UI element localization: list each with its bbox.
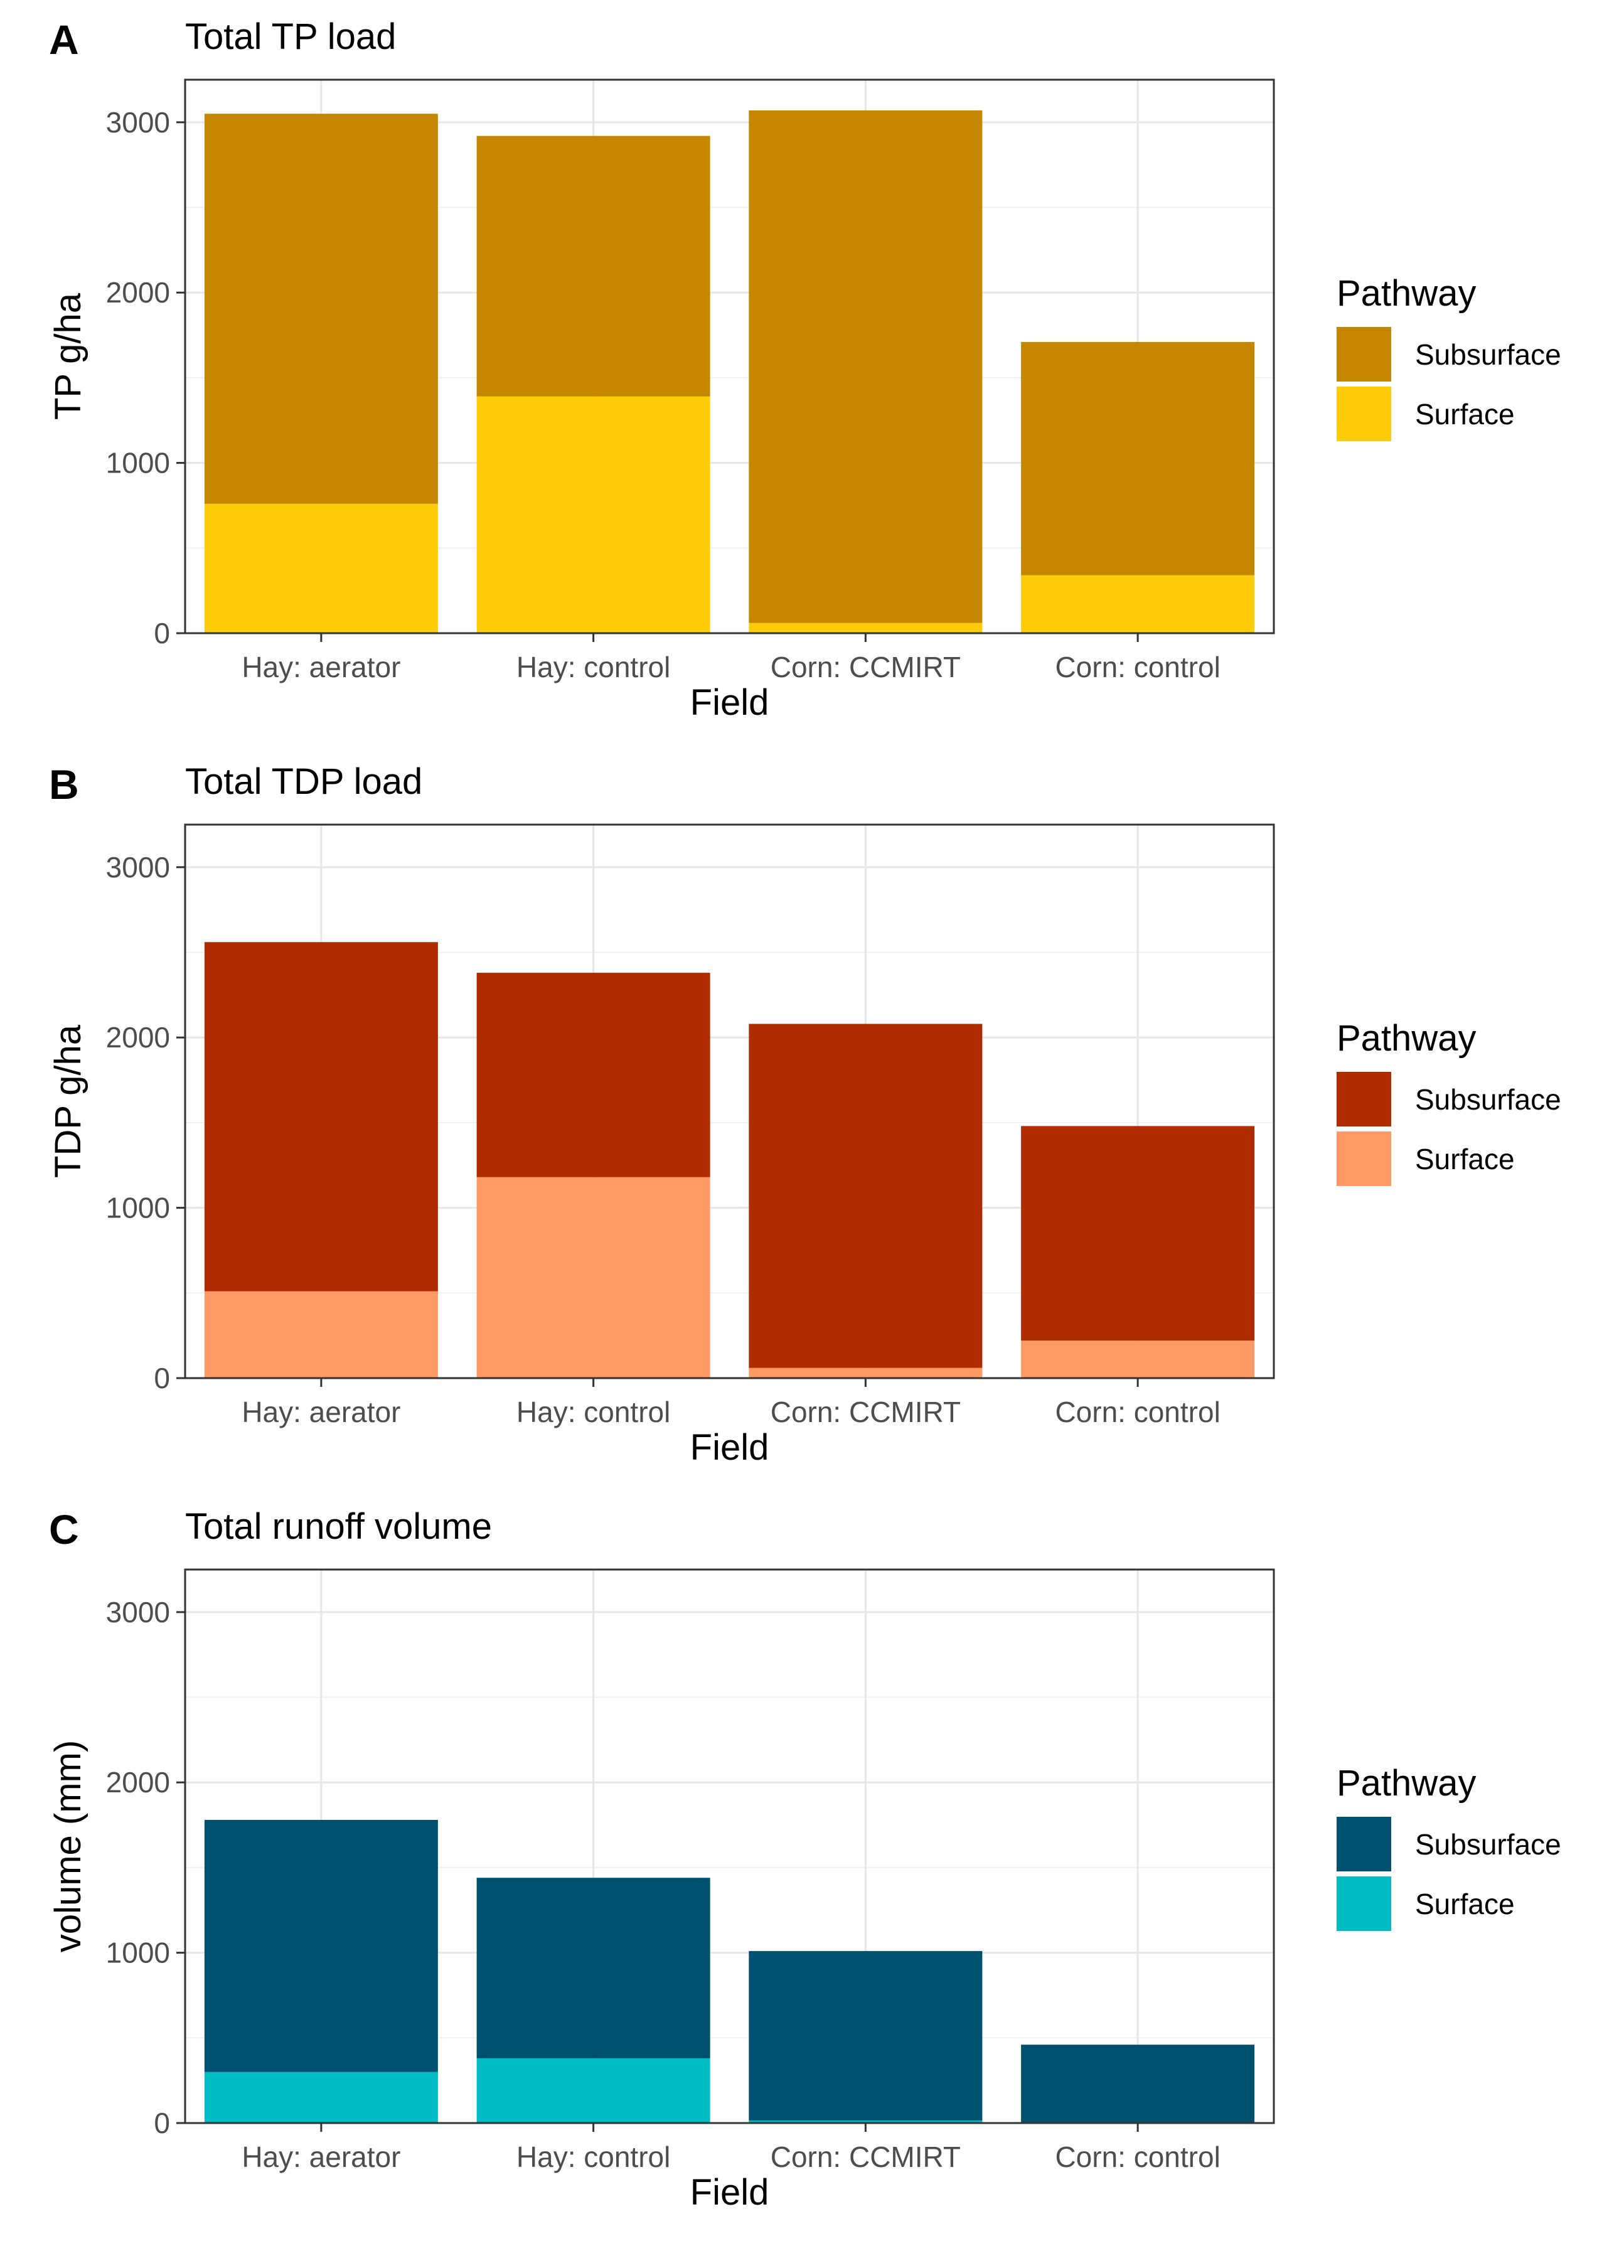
plot-border <box>184 1568 1275 2124</box>
legend-key-surface <box>1337 1876 1391 1931</box>
y-tick-label: 3000 <box>106 1596 170 1629</box>
y-axis-title: TDP g/ha <box>48 1024 88 1178</box>
legend-key-subsurface <box>1337 1817 1391 1871</box>
x-tick-label: Corn: control <box>1055 2141 1220 2173</box>
y-tick-label: 0 <box>154 617 170 650</box>
panel-letter: C <box>49 1506 79 1553</box>
bar-surface-3 <box>749 1367 983 1378</box>
bar-subsurface-4 <box>1021 341 1255 575</box>
bar-subsurface-3 <box>749 110 983 623</box>
bar-subsurface-1 <box>204 942 438 1292</box>
bar-subsurface-1 <box>204 114 438 504</box>
x-tick-label: Hay: aerator <box>242 2141 400 2173</box>
x-axis-title: Field <box>690 682 769 723</box>
legend-title: Pathway <box>1337 273 1476 314</box>
bar-surface-1 <box>204 503 438 633</box>
x-tick-label: Hay: control <box>516 651 670 683</box>
y-tick-label: 0 <box>154 1362 170 1394</box>
y-axis-title: volume (mm) <box>48 1740 88 1952</box>
x-tick-label: Hay: aerator <box>242 651 400 683</box>
y-tick-label: 1000 <box>106 1192 170 1224</box>
x-tick-label: Hay: aerator <box>242 1396 400 1428</box>
bar-subsurface-3 <box>749 1024 983 1368</box>
bar-subsurface-2 <box>476 1878 710 2058</box>
x-tick-label: Corn: CCMIRT <box>771 1396 961 1428</box>
legend-key-surface <box>1337 387 1391 441</box>
plot-border <box>184 78 1275 634</box>
bar-surface-1 <box>204 2072 438 2123</box>
legend-title: Pathway <box>1337 1763 1476 1804</box>
legend-title: Pathway <box>1337 1018 1476 1059</box>
x-axis-title: Field <box>690 1427 769 1468</box>
bar-subsurface-2 <box>476 136 710 397</box>
bar-subsurface-2 <box>476 973 710 1177</box>
bar-subsurface-1 <box>204 1819 438 2072</box>
bar-subsurface-3 <box>749 1950 983 2121</box>
y-tick-label: 2000 <box>106 276 170 309</box>
x-tick-label: Hay: control <box>516 1396 670 1428</box>
y-tick-label: 0 <box>154 2107 170 2139</box>
bar-subsurface-4 <box>1021 2045 1255 2122</box>
legend: Pathway Subsurface Surface <box>1337 1018 1561 1186</box>
x-tick-label: Corn: control <box>1055 1396 1220 1428</box>
legend-label-subsurface: Subsurface <box>1415 1083 1561 1116</box>
legend-key-surface <box>1337 1131 1391 1186</box>
x-axis-title: Field <box>690 2172 769 2213</box>
y-tick-label: 2000 <box>106 1021 170 1054</box>
bar-surface-2 <box>476 1177 710 1378</box>
legend-label-subsurface: Subsurface <box>1415 338 1561 371</box>
legend-label-subsurface: Subsurface <box>1415 1828 1561 1861</box>
plot-border <box>184 823 1275 1379</box>
bar-surface-1 <box>204 1291 438 1378</box>
chart-panel-c: C Total runoff volume 0 1000 2000 3000 Hay: ae… <box>48 1506 1561 2213</box>
chart-title: Total runoff volume <box>185 1506 492 1547</box>
legend-key-subsurface <box>1337 1072 1391 1126</box>
bar-surface-3 <box>749 2120 983 2123</box>
bar-surface-4 <box>1021 1340 1255 1378</box>
y-tick-label: 1000 <box>106 447 170 479</box>
panel-letter: B <box>49 761 79 808</box>
legend: Pathway Subsurface Surface <box>1337 1763 1561 1931</box>
bar-surface-2 <box>476 2058 710 2123</box>
y-tick-label: 1000 <box>106 1937 170 1969</box>
x-tick-label: Corn: CCMIRT <box>771 651 961 683</box>
legend-label-surface: Surface <box>1415 1888 1515 1920</box>
y-axis-title: TP g/ha <box>48 292 88 420</box>
y-tick-label: 3000 <box>106 851 170 884</box>
chart-title: Total TP load <box>185 16 396 57</box>
y-tick-label: 3000 <box>106 106 170 139</box>
x-tick-label: Corn: control <box>1055 651 1220 683</box>
panel-letter: A <box>49 16 79 63</box>
y-tick-label: 2000 <box>106 1766 170 1799</box>
x-tick-label: Hay: control <box>516 2141 670 2173</box>
legend-label-surface: Surface <box>1415 1143 1515 1175</box>
bar-surface-3 <box>749 623 983 633</box>
bar-surface-4 <box>1021 575 1255 633</box>
chart-panel-a: A Total TP load 0 1000 2000 3000 Hay: aerator H… <box>48 16 1561 723</box>
legend: Pathway Subsurface Surface <box>1337 273 1561 441</box>
bar-surface-2 <box>476 396 710 633</box>
bar-subsurface-4 <box>1021 1126 1255 1341</box>
chart-title: Total TDP load <box>185 761 422 802</box>
legend-label-surface: Surface <box>1415 398 1515 431</box>
x-tick-label: Corn: CCMIRT <box>771 2141 961 2173</box>
chart-panel-b: B Total TDP load 0 1000 2000 3000 Hay: aerator… <box>48 761 1561 1468</box>
legend-key-subsurface <box>1337 327 1391 382</box>
